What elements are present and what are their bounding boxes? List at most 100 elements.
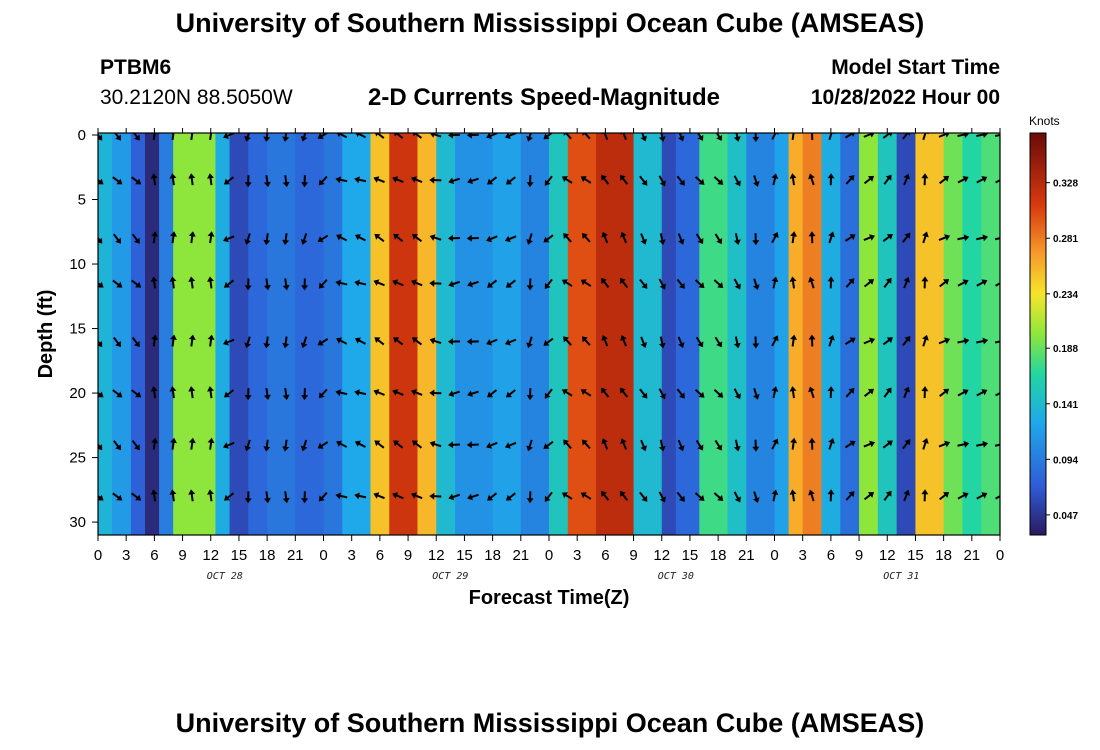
current-arrow bbox=[467, 280, 479, 288]
day-labels: OCT 28 OCT 29 OCT 30 OCT 31 bbox=[207, 571, 920, 582]
current-arrow bbox=[244, 233, 252, 245]
current-arrow bbox=[188, 386, 196, 399]
current-arrow bbox=[882, 337, 893, 346]
heatmap-band bbox=[492, 133, 522, 535]
current-arrow bbox=[790, 231, 798, 244]
current-arrow bbox=[487, 389, 498, 398]
current-arrow bbox=[902, 335, 911, 347]
current-arrow bbox=[808, 437, 816, 450]
current-arrow bbox=[392, 279, 404, 287]
current-arrow bbox=[98, 233, 103, 244]
current-arrow bbox=[902, 232, 911, 243]
current-arrow bbox=[393, 337, 404, 346]
current-arrow bbox=[354, 440, 366, 448]
current-arrow bbox=[639, 388, 648, 399]
current-arrow bbox=[677, 133, 685, 142]
x-tick-label: 3 bbox=[122, 547, 130, 564]
current-arrow bbox=[902, 439, 911, 450]
current-arrow bbox=[863, 279, 875, 288]
heatmap-band bbox=[267, 133, 296, 535]
current-arrow bbox=[112, 440, 122, 451]
current-arrow bbox=[263, 439, 271, 452]
current-arrow bbox=[392, 176, 404, 184]
x-tick-label: 6 bbox=[150, 547, 158, 564]
current-arrow bbox=[354, 234, 366, 242]
chart-subtitle: 2-D Currents Speed-Magnitude bbox=[368, 84, 721, 111]
y-tick-label: 25 bbox=[69, 450, 86, 467]
current-arrow bbox=[828, 133, 835, 141]
current-arrow bbox=[207, 133, 215, 141]
current-arrow bbox=[620, 133, 628, 141]
current-arrow bbox=[863, 491, 875, 501]
x-tick-label: 9 bbox=[178, 547, 186, 564]
heatmap-band bbox=[549, 133, 569, 535]
current-arrow bbox=[601, 277, 610, 288]
current-arrow bbox=[170, 334, 177, 347]
station-coordinates: 30.2120N 88.5050W bbox=[100, 86, 293, 109]
current-arrow bbox=[921, 276, 929, 289]
current-arrow bbox=[903, 386, 910, 399]
current-arrow bbox=[467, 390, 479, 398]
current-arrow bbox=[676, 388, 685, 399]
current-arrow bbox=[544, 388, 553, 399]
day-label: OCT 29 bbox=[432, 571, 468, 582]
current-arrow bbox=[714, 233, 723, 245]
current-arrow bbox=[938, 337, 951, 345]
day-label: OCT 30 bbox=[658, 571, 694, 582]
current-arrow bbox=[244, 388, 252, 401]
current-arrow bbox=[207, 334, 215, 347]
current-arrow bbox=[487, 279, 498, 288]
current-arrows bbox=[98, 133, 1000, 504]
heatmap-band bbox=[962, 133, 982, 535]
current-arrow bbox=[581, 439, 591, 450]
current-arrow bbox=[336, 133, 348, 139]
x-tick-label: 9 bbox=[629, 547, 637, 564]
current-arrow bbox=[922, 438, 929, 450]
x-tick-label: 15 bbox=[682, 547, 699, 564]
x-tick-label: 0 bbox=[996, 547, 1004, 564]
current-arrow bbox=[808, 231, 816, 244]
heatmap-band bbox=[802, 133, 823, 535]
current-arrow bbox=[354, 389, 367, 397]
current-arrow bbox=[393, 233, 404, 243]
current-arrow bbox=[300, 336, 308, 349]
x-tick-label: 12 bbox=[879, 547, 896, 564]
current-arrow bbox=[244, 491, 252, 504]
station-id: PTBM6 bbox=[100, 56, 172, 79]
x-tick-label: 6 bbox=[376, 547, 384, 564]
x-axis-label: Forecast Time(Z) bbox=[469, 587, 630, 609]
current-arrow bbox=[544, 491, 553, 502]
current-arrow bbox=[733, 133, 741, 142]
current-arrow bbox=[223, 389, 235, 398]
current-arrow bbox=[223, 492, 235, 501]
current-arrow bbox=[845, 278, 855, 288]
colorbar-tick-label: 0.328 bbox=[1053, 179, 1078, 190]
heatmap-band bbox=[896, 133, 917, 535]
y-tick-label: 15 bbox=[69, 321, 86, 338]
current-arrow bbox=[335, 279, 348, 287]
current-arrow bbox=[771, 489, 779, 502]
current-arrow bbox=[301, 278, 309, 291]
x-tick-label: 18 bbox=[484, 547, 501, 564]
current-arrow bbox=[411, 279, 423, 287]
current-arrow bbox=[976, 279, 988, 287]
current-arrow bbox=[411, 176, 423, 184]
colorbar-gradient bbox=[1029, 132, 1047, 536]
current-arrow bbox=[188, 133, 196, 141]
current-arrow bbox=[112, 176, 123, 185]
current-arrow bbox=[903, 173, 910, 186]
current-arrow bbox=[976, 337, 989, 345]
heatmap-band bbox=[342, 133, 372, 535]
current-arrow bbox=[188, 334, 196, 347]
current-arrow bbox=[223, 133, 235, 139]
current-arrow bbox=[640, 133, 647, 142]
current-arrow bbox=[752, 133, 760, 142]
current-arrow bbox=[640, 233, 647, 245]
current-arrow bbox=[713, 389, 724, 398]
current-arrow bbox=[504, 235, 517, 243]
current-arrow bbox=[789, 173, 797, 186]
current-arrow bbox=[170, 437, 177, 450]
current-arrow bbox=[526, 133, 533, 142]
x-tick-label: 15 bbox=[456, 547, 473, 564]
current-arrow bbox=[619, 277, 629, 288]
